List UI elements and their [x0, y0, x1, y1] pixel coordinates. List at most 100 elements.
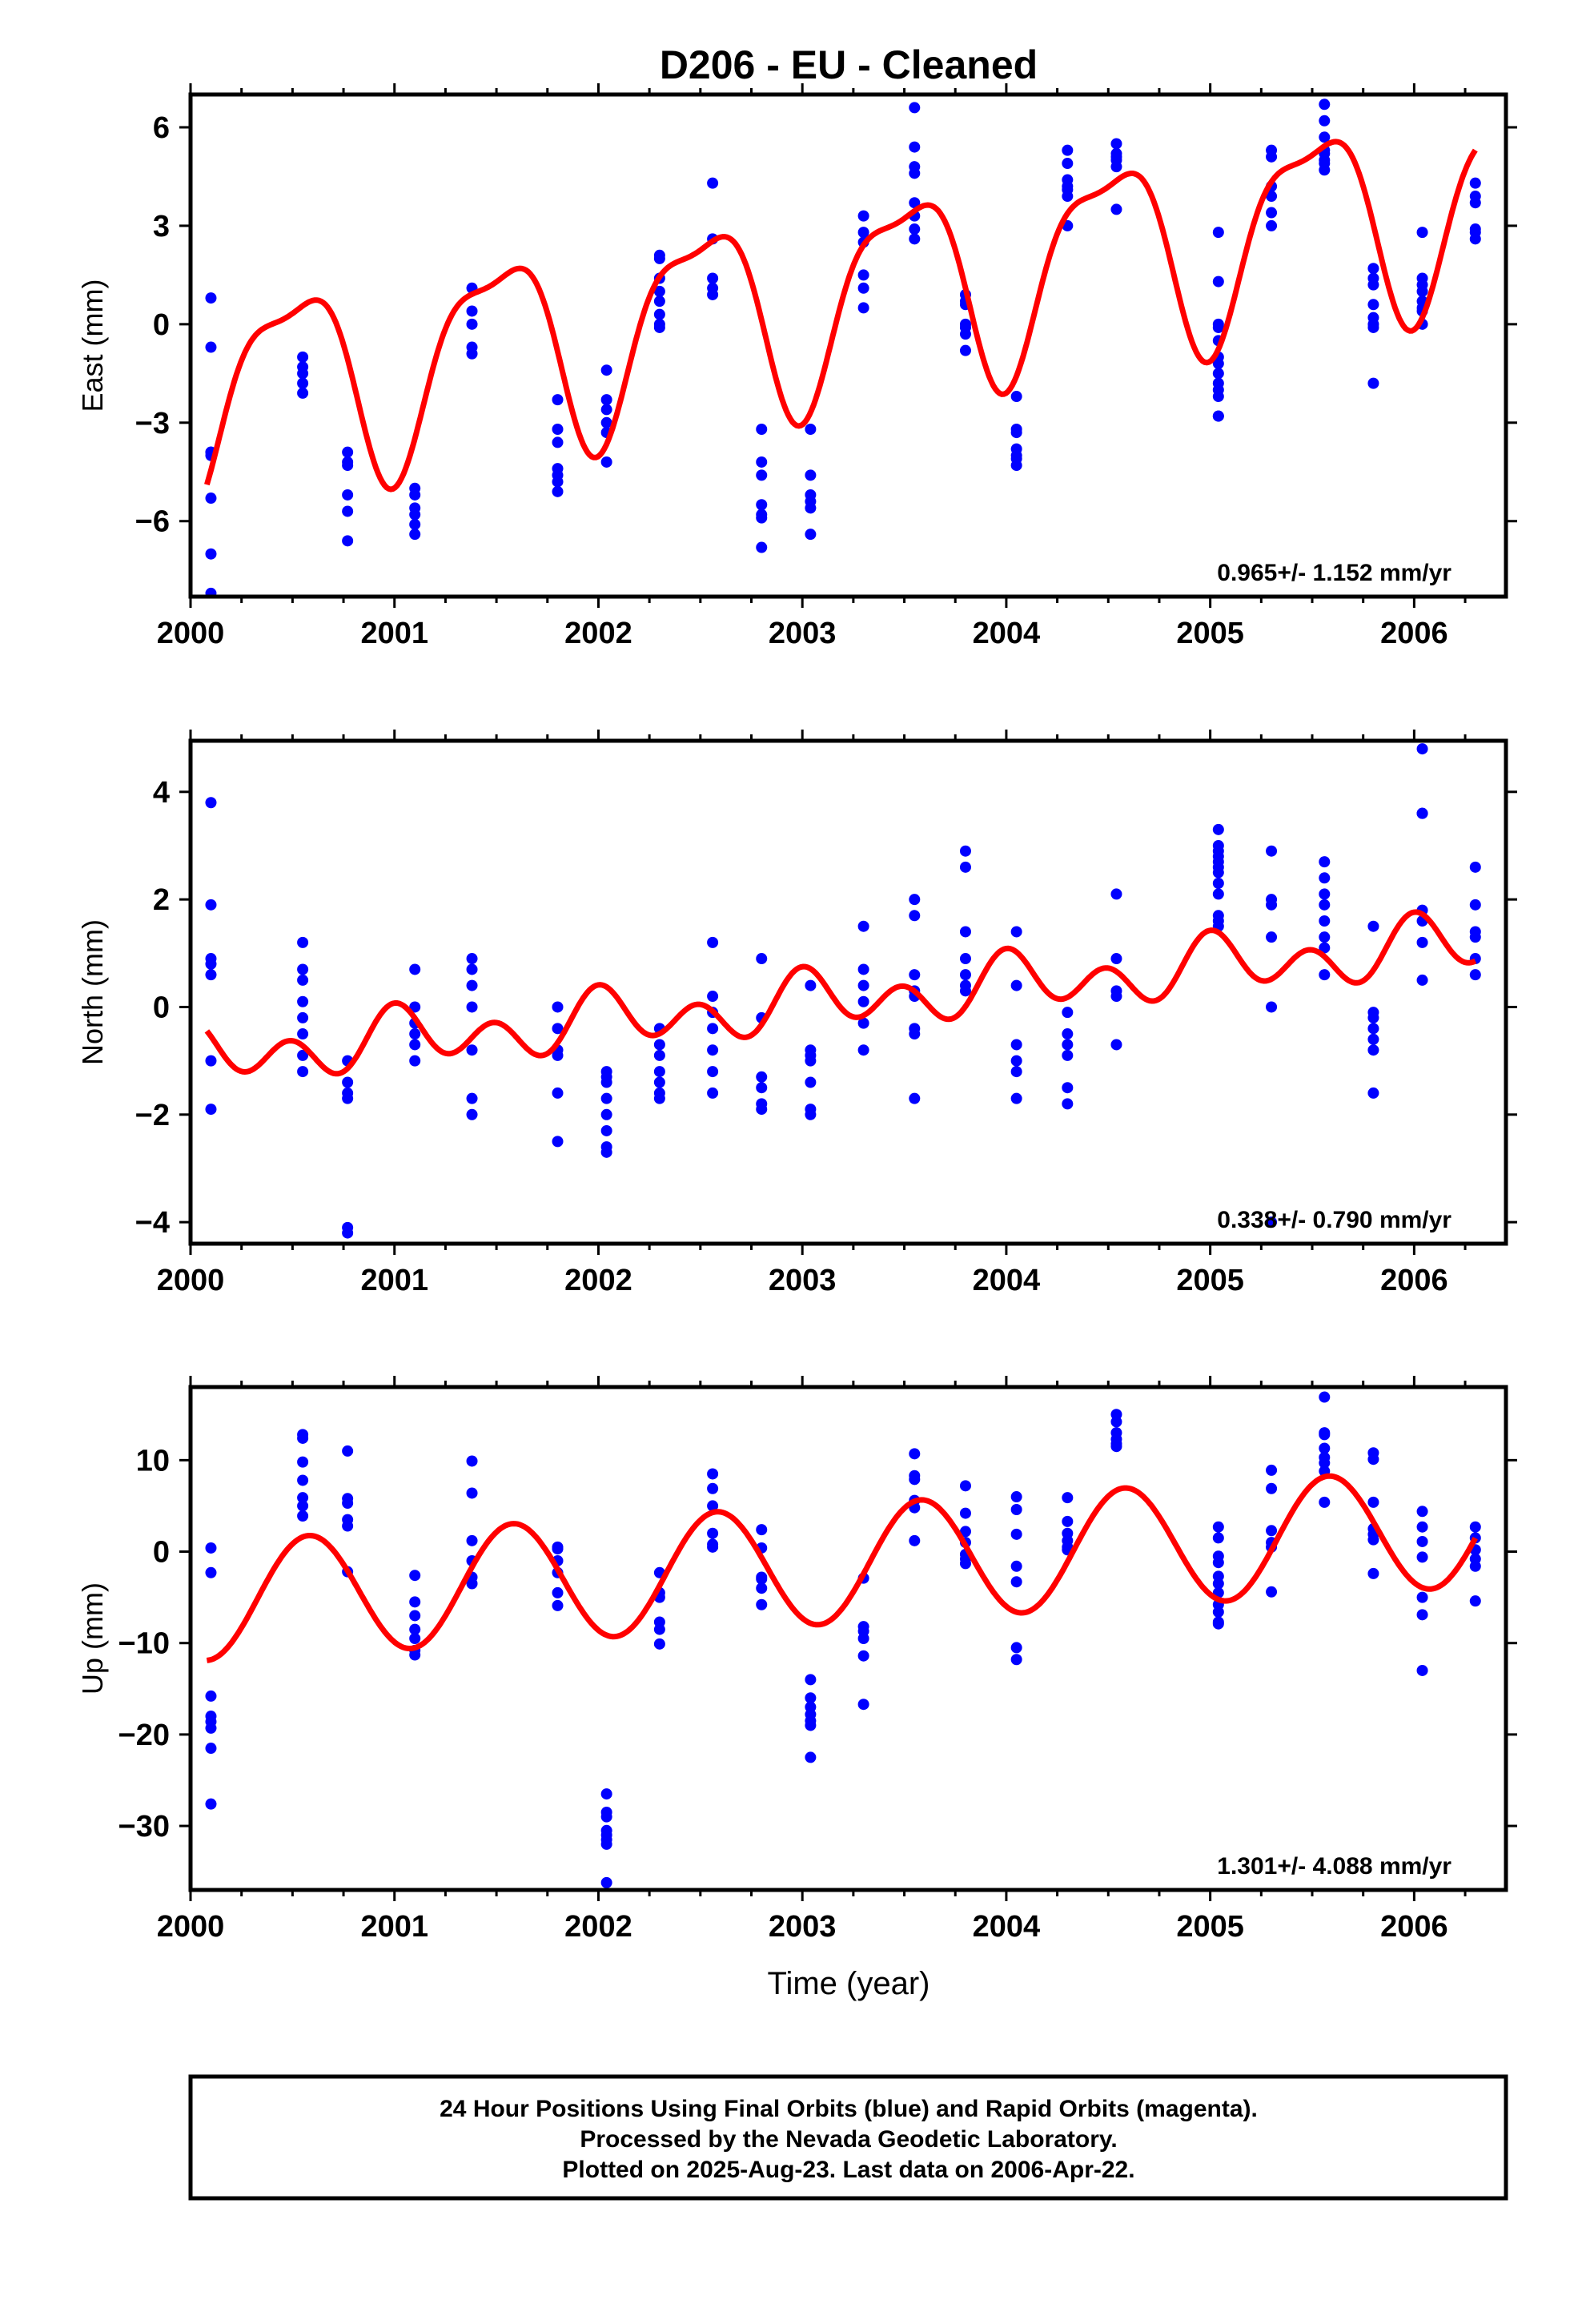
up-data-point — [205, 1798, 217, 1810]
north-data-point — [297, 1066, 309, 1078]
north-data-point — [1266, 899, 1278, 911]
east-data-point — [707, 272, 719, 284]
up-data-point — [1212, 1618, 1224, 1630]
east-data-point — [857, 302, 869, 314]
up-data-point — [959, 1480, 971, 1492]
east-data-point — [1266, 151, 1278, 163]
north-xtick-label: 2001 — [360, 1264, 428, 1297]
north-data-point — [1319, 915, 1331, 927]
east-data-point — [297, 351, 309, 363]
north-data-point — [1062, 1039, 1074, 1051]
north-data-point — [1319, 856, 1331, 868]
east-data-point — [552, 424, 564, 435]
north-data-point — [342, 1092, 354, 1104]
up-data-point — [707, 1541, 719, 1553]
east-data-point — [653, 308, 665, 320]
north-data-point — [1010, 1039, 1022, 1051]
north-data-point — [909, 894, 921, 906]
east-data-point — [756, 499, 768, 511]
north-data-point — [857, 1044, 869, 1056]
east-data-point — [1010, 460, 1022, 472]
up-ytick-label: −10 — [118, 1627, 170, 1661]
east-data-point — [1367, 377, 1379, 389]
east-data-point — [1212, 321, 1224, 333]
up-data-point — [205, 1743, 217, 1755]
north-data-point — [466, 1092, 478, 1104]
up-data-point — [205, 1690, 217, 1702]
east-xtick-label: 2000 — [157, 617, 225, 650]
north-data-point — [707, 1023, 719, 1035]
up-data-point — [205, 1711, 217, 1723]
east-data-point — [1319, 115, 1331, 127]
north-xtick-label: 2005 — [1176, 1264, 1244, 1297]
north-xtick-label: 2000 — [157, 1264, 225, 1297]
east-data-point — [409, 489, 421, 501]
east-data-point — [342, 505, 354, 517]
east-data-point — [342, 456, 354, 468]
east-data-point — [653, 296, 665, 308]
north-data-point — [1010, 926, 1022, 938]
footer-line-2: Processed by the Nevada Geodetic Laborat… — [580, 2126, 1117, 2153]
up-data-point — [707, 1468, 719, 1480]
north-data-point — [1212, 877, 1224, 889]
east-xtick-label: 2004 — [973, 617, 1041, 650]
east-data-point — [1266, 219, 1278, 231]
north-data-point — [909, 1092, 921, 1104]
up-data-point — [409, 1570, 421, 1582]
north-xtick-label: 2002 — [564, 1264, 632, 1297]
north-data-point — [1367, 1011, 1379, 1023]
up-data-layer — [205, 1391, 1481, 1888]
up-data-point — [205, 1722, 217, 1734]
east-data-point — [297, 368, 309, 380]
up-data-point — [1266, 1525, 1278, 1537]
east-data-point — [1110, 161, 1122, 173]
east-data-point — [857, 269, 869, 281]
up-data-point — [409, 1649, 421, 1661]
north-data-point — [342, 1227, 354, 1239]
east-data-point — [805, 502, 817, 514]
north-data-point — [409, 1055, 421, 1067]
north-data-point — [1469, 861, 1481, 873]
north-data-point — [653, 1076, 665, 1088]
north-data-point — [756, 1082, 768, 1094]
north-plot-frame — [188, 738, 1508, 1246]
up-data-point — [1416, 1664, 1428, 1676]
north-data-point — [1010, 1055, 1022, 1067]
east-data-point — [1266, 207, 1278, 219]
north-data-point — [959, 985, 971, 997]
east-data-point — [1367, 321, 1379, 333]
north-data-point — [1266, 845, 1278, 857]
north-data-point — [653, 1039, 665, 1051]
east-data-point — [342, 535, 354, 547]
north-ytick-label: −4 — [135, 1206, 170, 1240]
east-data-point — [1062, 158, 1074, 170]
north-xtick-label: 2004 — [973, 1264, 1041, 1297]
east-data-layer — [205, 99, 1481, 597]
up-data-point — [707, 1500, 719, 1512]
up-data-point — [1062, 1492, 1074, 1504]
east-data-point — [1212, 391, 1224, 403]
north-data-point — [552, 1023, 564, 1035]
up-data-point — [857, 1633, 869, 1644]
up-data-point — [297, 1500, 309, 1512]
up-data-point — [342, 1498, 354, 1510]
east-data-point — [205, 341, 217, 353]
north-data-point — [857, 963, 869, 975]
up-xtick-label: 2003 — [769, 1910, 837, 1944]
east-data-point — [600, 364, 612, 376]
north-data-point — [707, 936, 719, 948]
north-data-point — [1266, 931, 1278, 943]
north-xtick-label: 2003 — [769, 1264, 837, 1297]
up-ytick-label: −30 — [118, 1810, 170, 1844]
north-data-point — [1212, 823, 1224, 835]
up-data-point — [600, 1788, 612, 1800]
north-data-point — [1062, 1082, 1074, 1094]
up-data-point — [653, 1623, 665, 1635]
up-xtick-label: 2000 — [157, 1910, 225, 1944]
east-data-point — [409, 529, 421, 541]
up-data-point — [1010, 1654, 1022, 1666]
up-data-point — [1212, 1532, 1224, 1544]
east-data-point — [342, 489, 354, 501]
north-data-point — [409, 1039, 421, 1051]
east-data-point — [1212, 275, 1224, 287]
